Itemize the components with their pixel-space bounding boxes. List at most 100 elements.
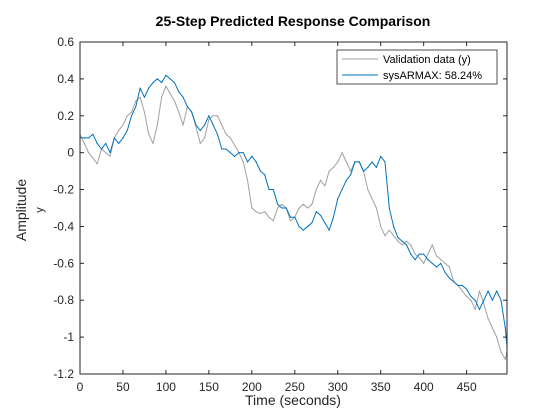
- sysarmax-point: [242, 152, 244, 154]
- sysarmax-point: [483, 299, 485, 301]
- sysarmax-point: [238, 152, 240, 154]
- validation-data-point: [367, 188, 369, 191]
- sysarmax-point: [392, 225, 395, 228]
- validation-data-point: [418, 257, 420, 259]
- sysarmax-point: [139, 87, 141, 89]
- x-tick-label: 50: [116, 380, 130, 394]
- y-tick-label: -0.8: [53, 293, 74, 307]
- validation-data-point: [264, 211, 266, 213]
- validation-data-point: [130, 111, 133, 113]
- y-tick-label: -0.4: [53, 219, 74, 233]
- sysarmax-point: [358, 161, 360, 163]
- sysarmax-point: [504, 327, 506, 329]
- validation-data-point: [109, 155, 111, 157]
- validation-data-point: [212, 115, 214, 117]
- validation-data-point: [427, 253, 429, 255]
- sysarmax-point: [435, 266, 438, 268]
- sysarmax-point: [126, 129, 128, 132]
- sysarmax-point: [410, 253, 412, 255]
- sysarmax-point: [268, 188, 270, 191]
- x-tick-label: 400: [414, 380, 434, 394]
- sysarmax-point: [289, 216, 292, 218]
- plot-frame: [79, 41, 508, 375]
- sysarmax-point: [251, 155, 253, 157]
- validation-data-point: [195, 126, 197, 128]
- validation-data-point: [203, 137, 206, 139]
- sysarmax-point: [491, 299, 493, 301]
- sysarmax-point: [384, 161, 386, 163]
- validation-data-point: [328, 170, 330, 172]
- sysarmax-point: [444, 271, 446, 274]
- validation-data-point: [388, 229, 390, 231]
- x-tick-label: 100: [156, 380, 176, 394]
- sysarmax-point: [87, 137, 90, 139]
- validation-data-point: [251, 207, 253, 209]
- y-axis-label: Amplitude: [13, 179, 29, 241]
- validation-data-point: [435, 255, 438, 257]
- validation-data-point: [302, 203, 304, 205]
- sysarmax-point: [264, 174, 266, 176]
- sysarmax-point: [208, 115, 210, 117]
- sysarmax-point: [272, 188, 274, 191]
- sysarmax-point: [234, 155, 236, 157]
- legend-label-validation: Validation data (y): [383, 54, 471, 66]
- validation-data-point: [105, 152, 107, 154]
- sysarmax-point: [418, 253, 420, 255]
- legend-label-sysarmax: sysARMAX: 58.24%: [383, 70, 482, 82]
- sysarmax-point: [173, 81, 176, 84]
- chart-title: 25-Step Predicted Response Comparison: [156, 13, 431, 29]
- validation-data-point: [255, 211, 257, 213]
- validation-data-point: [272, 220, 274, 222]
- sysarmax-point: [328, 229, 330, 231]
- validation-data-point: [478, 290, 481, 292]
- sysarmax-point: [178, 91, 180, 93]
- sysarmax-point: [216, 133, 219, 135]
- validation-data-point: [431, 244, 433, 246]
- sysarmax-point: [182, 96, 184, 98]
- validation-data-point: [246, 179, 249, 181]
- sysarmax-point: [375, 166, 378, 169]
- validation-data-point: [470, 299, 472, 301]
- y-tick-label: -0.2: [53, 183, 74, 197]
- sysarmax-point: [161, 81, 163, 84]
- x-tick-label: 150: [199, 380, 219, 394]
- validation-data-point: [311, 203, 313, 205]
- validation-data-point: [307, 207, 309, 209]
- validation-data-point: [397, 240, 399, 242]
- validation-data-point: [199, 142, 201, 145]
- sysarmax-point: [130, 115, 133, 117]
- y-tick-label: 0.6: [57, 35, 74, 49]
- sysarmax-point: [122, 137, 124, 139]
- validation-data-point: [96, 163, 98, 165]
- validation-data-point: [350, 170, 352, 172]
- validation-data-point: [496, 336, 498, 338]
- series-sysarmax: [79, 74, 508, 347]
- validation-data-point: [474, 308, 476, 311]
- sysarmax-point: [302, 229, 304, 231]
- sysarmax-point: [345, 179, 347, 181]
- sysarmax-point: [83, 137, 85, 139]
- validation-data-point: [440, 259, 442, 261]
- sysarmax-point: [298, 225, 300, 228]
- sysarmax-point: [332, 216, 335, 218]
- validation-data-point: [384, 235, 386, 237]
- sysarmax-point: [401, 240, 403, 242]
- x-tick-label: 250: [285, 380, 305, 394]
- x-axis-label: Time (seconds): [245, 392, 341, 408]
- y-axis-sublabel: y: [34, 207, 46, 213]
- validation-data-point: [461, 290, 463, 292]
- x-axis: 0 50 100 150 200 250 300 350 400 450: [77, 42, 477, 394]
- validation-data-point: [139, 96, 141, 98]
- validation-data-point: [504, 358, 506, 360]
- sysarmax-point: [281, 207, 283, 209]
- validation-data-point: [281, 203, 283, 205]
- sysarmax-point: [371, 161, 373, 163]
- sysarmax-point: [221, 148, 223, 150]
- sysarmax-point: [319, 214, 322, 216]
- validation-data-point: [83, 142, 85, 145]
- validation-data-point: [337, 161, 339, 163]
- plot-area: [79, 74, 508, 360]
- validation-data-point: [268, 216, 270, 218]
- x-tick-label: 0: [77, 380, 84, 394]
- validation-data-point: [324, 185, 326, 187]
